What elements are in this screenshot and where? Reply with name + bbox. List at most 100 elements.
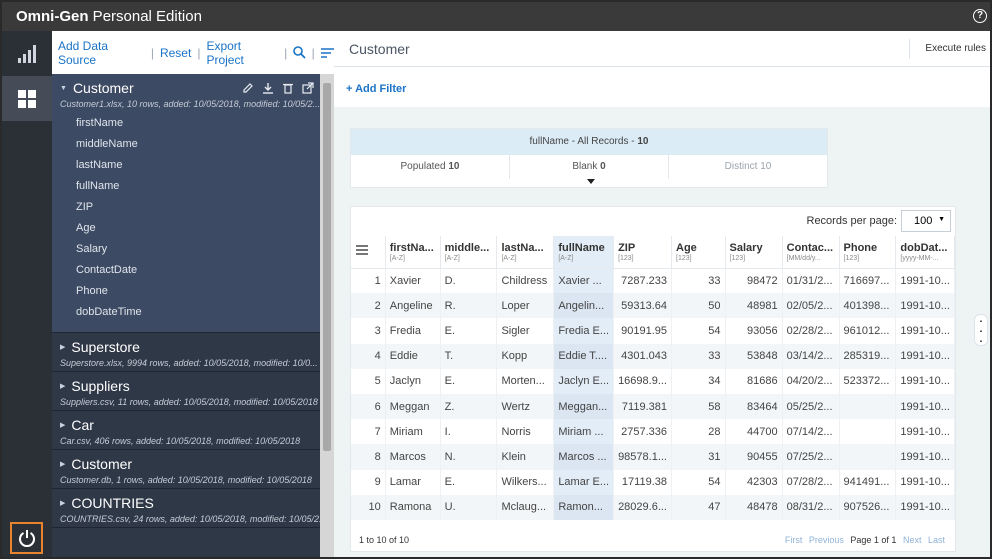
dataset-item[interactable]: ▶ Customer Customer.db, 1 rows, added: 10… — [52, 450, 320, 489]
table-row[interactable]: 6 Meggan Z. Wertz Meggan... 7119.381 58 83464 05… — [351, 393, 955, 420]
row-number: 2 — [351, 293, 386, 319]
table-cell: Sigler — [496, 318, 555, 344]
distinct-stat[interactable]: Distinct 10 — [724, 161, 772, 172]
next-page-link[interactable]: Next — [902, 535, 922, 545]
rail-analytics-button[interactable] — [2, 31, 52, 76]
sort-lines-icon[interactable] — [320, 47, 334, 59]
search-icon[interactable] — [293, 46, 306, 59]
dataset-item[interactable]: ▼ Customer Customer1.xlsx, 10 rows, added… — [52, 74, 320, 333]
rail-data-button[interactable] — [2, 76, 52, 121]
table-row[interactable]: 8 Marcos N. Klein Marcos ... 98578.1... 31 9045… — [351, 444, 955, 470]
table-body: 1 Xavier D. Childress Xavier ... 7287.233 33 98… — [351, 268, 955, 520]
table-cell: Z. — [440, 393, 498, 420]
column-menu-icon[interactable] — [351, 236, 386, 269]
table-cell: 04/20/2... — [782, 368, 840, 394]
add-filter-button[interactable]: + Add Filter — [346, 83, 407, 95]
column-header[interactable]: Age [123] — [671, 236, 726, 269]
dataset-list: ▼ Customer Customer1.xlsx, 10 rows, added… — [52, 74, 320, 557]
table-cell: Childress — [496, 268, 555, 294]
bar-chart-icon — [18, 44, 36, 63]
populated-stat[interactable]: Populated 10 — [351, 155, 510, 179]
table-cell: Jaclyn — [385, 368, 441, 394]
records-per-page-select[interactable]: 100 ▼ — [901, 210, 951, 232]
collapse-caret-icon[interactable]: ▶ — [60, 500, 66, 507]
dataset-item[interactable]: ▶ Superstore Superstore.xlsx, 9994 rows, … — [52, 333, 320, 372]
table-row[interactable]: 5 Jaclyn E. Morten... Jaclyn E... 16698.9... 3… — [351, 368, 955, 394]
help-icon[interactable]: ? — [973, 9, 987, 23]
dataset-item[interactable]: ▶ Car Car.csv, 406 rows, added: 10/05/201… — [52, 411, 320, 450]
panel-scrollbar-thumb[interactable] — [323, 83, 331, 451]
column-header[interactable]: ZIP [123] — [613, 236, 672, 269]
page-indicator: Page 1 of 1 — [850, 535, 897, 545]
collapse-caret-icon[interactable]: ▶ — [60, 383, 66, 390]
dataset-item[interactable]: ▶ COUNTRIES COUNTRIES.csv, 24 rows, added… — [52, 489, 320, 528]
column-summary-card: fullName - All Records - 10 Populated 10… — [350, 128, 828, 188]
table-cell: R. — [440, 293, 498, 319]
table-row[interactable]: 1 Xavier D. Childress Xavier ... 7287.233 33 98… — [351, 268, 955, 294]
field-item[interactable]: Phone — [76, 285, 108, 297]
table-row[interactable]: 2 Angeline R. Loper Angelin... 59313.64 50 4898… — [351, 293, 955, 319]
download-icon[interactable] — [262, 82, 274, 94]
collapse-caret-icon[interactable]: ▶ — [60, 461, 66, 468]
edit-icon[interactable] — [242, 82, 254, 94]
add-data-source-link[interactable]: Add Data Source — [58, 38, 109, 67]
table-cell: 03/14/2... — [782, 343, 840, 369]
table-row[interactable]: 4 Eddie T. Kopp Eddie T.... 4301.043 33 53848 03… — [351, 343, 955, 369]
table-cell — [839, 393, 897, 420]
table-cell: Marcos — [385, 444, 441, 470]
records-table: firstNa... [A-Z] middle... [A-Z] lastNa...… — [351, 236, 955, 520]
table-cell: Angelin... — [553, 293, 615, 319]
field-item[interactable]: Salary — [76, 243, 108, 255]
field-item[interactable]: fullName — [76, 180, 120, 192]
column-header[interactable]: firstNa... [A-Z] — [385, 236, 441, 269]
row-number: 7 — [351, 419, 386, 445]
column-header[interactable]: middle... [A-Z] — [440, 236, 498, 269]
table-row[interactable]: 3 Fredia E. Sigler Fredia E... 90191.95 54 9305… — [351, 318, 955, 344]
table-cell: Ramon... — [553, 494, 615, 520]
last-page-link[interactable]: Last — [927, 535, 945, 545]
table-cell: 58 — [671, 393, 726, 420]
trash-icon[interactable] — [282, 82, 294, 94]
column-header-selected[interactable]: fullName [A-Z] — [553, 236, 615, 269]
table-row[interactable]: 10 Ramona U. Mclaug... Ramon... 28029.6... 47 4… — [351, 494, 955, 520]
collapse-caret-icon[interactable]: ▶ — [60, 422, 66, 429]
table-cell: 48478 — [725, 494, 783, 520]
divider: | — [197, 45, 201, 60]
left-rail — [2, 31, 52, 557]
table-cell: D. — [440, 268, 498, 294]
table-row[interactable]: 9 Lamar E. Wilkers... Lamar E... 17119.38 54 42… — [351, 469, 955, 495]
expand-caret-icon[interactable]: ▼ — [60, 84, 67, 92]
field-item[interactable]: lastName — [76, 159, 123, 171]
field-item[interactable]: firstName — [76, 117, 124, 129]
more-options-icon[interactable]: · · · — [974, 313, 988, 347]
row-number: 9 — [351, 469, 386, 495]
field-item[interactable]: Age — [76, 222, 96, 234]
field-item[interactable]: ZIP — [76, 201, 94, 213]
previous-page-link[interactable]: Previous — [808, 535, 844, 545]
table-cell: Xavier ... — [553, 268, 615, 294]
field-item[interactable]: middleName — [76, 138, 138, 150]
table-header-row: firstNa... [A-Z] middle... [A-Z] lastNa...… — [351, 236, 955, 269]
execute-rules-button[interactable]: Execute rules — [909, 39, 986, 59]
column-header[interactable]: Salary [123] — [725, 236, 783, 269]
table-cell: 07/25/2... — [782, 444, 840, 470]
dataset-name: Superstore — [71, 339, 140, 355]
dataset-item[interactable]: ▶ Suppliers Suppliers.csv, 11 rows, added… — [52, 372, 320, 411]
field-item[interactable]: dobDateTime — [76, 306, 142, 318]
collapse-caret-icon[interactable]: ▶ — [60, 344, 66, 351]
first-page-link[interactable]: First — [784, 535, 803, 545]
caret-down-icon[interactable] — [587, 179, 595, 184]
reset-link[interactable]: Reset — [159, 45, 192, 60]
column-header[interactable]: Phone [123] — [839, 236, 897, 269]
blank-stat[interactable]: Blank 0 — [510, 155, 669, 179]
power-button[interactable] — [10, 522, 43, 554]
open-external-icon[interactable] — [302, 82, 314, 94]
table-row[interactable]: 7 Miriam I. Norris Miriam ... 2757.336 28 44700… — [351, 419, 955, 445]
table-cell — [839, 444, 897, 470]
column-header[interactable]: dobDat... [yyyy-MM-... — [895, 236, 955, 269]
export-project-link[interactable]: Export Project — [206, 38, 244, 67]
table-cell: 17119.38 — [613, 469, 672, 495]
column-header[interactable]: lastNa... [A-Z] — [496, 236, 555, 269]
field-item[interactable]: ContactDate — [76, 264, 138, 276]
column-header[interactable]: Contac... [MM/dd/y... — [782, 236, 840, 269]
